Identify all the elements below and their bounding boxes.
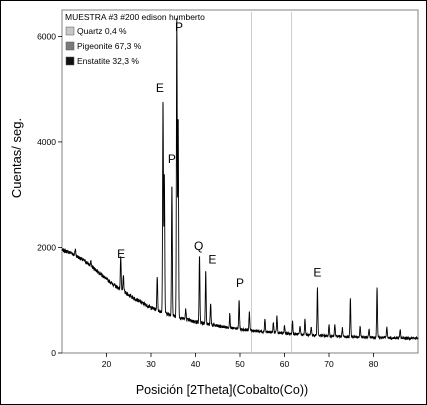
legend-label-quartz: Quartz 0,4 % [77,26,127,36]
phase-annotation: E [208,252,216,266]
diffraction-pattern-line [61,17,419,341]
phase-annotation: E [156,81,164,95]
x-tick-label: 60 [280,359,290,369]
legend: Quartz 0,4 % Pigeonite 67,3 % Enstatite … [65,26,142,66]
x-tick-label: 30 [146,359,156,369]
y-axis: 0 2000 4000 6000 [37,31,62,358]
y-tick-label: 2000 [37,242,56,252]
legend-swatch-pigeonite [65,41,75,51]
legend-swatch-quartz [65,26,75,36]
phase-annotation: P [236,276,244,290]
x-axis-label: Posición [2Theta](Cobalto(Co)) [136,383,308,397]
x-tick-label: 50 [235,359,245,369]
y-axis-label: Cuentas/ seg. [9,118,24,198]
x-axis: 20 30 40 50 60 70 80 [102,353,379,369]
y-tick-label: 6000 [37,31,56,41]
plot-area [61,9,419,354]
phase-annotation: E [117,247,125,261]
x-tick-label: 70 [324,359,334,369]
x-tick-label: 40 [191,359,201,369]
phase-annotation: P [168,152,176,166]
y-tick-label: 0 [51,348,56,358]
phase-annotation: P [175,20,183,34]
chart-title: MUESTRA #3 #200 edison humberto [65,12,205,22]
legend-label-pigeonite: Pigeonite 67,3 % [77,41,142,51]
legend-label-enstatite: Enstatite 32,3 % [77,56,139,66]
phase-annotation: Q [194,239,203,253]
phase-annotation: E [313,265,321,279]
y-tick-label: 4000 [37,137,56,147]
x-tick-label: 20 [102,359,112,369]
x-tick-label: 80 [369,359,379,369]
legend-swatch-enstatite [65,56,75,66]
